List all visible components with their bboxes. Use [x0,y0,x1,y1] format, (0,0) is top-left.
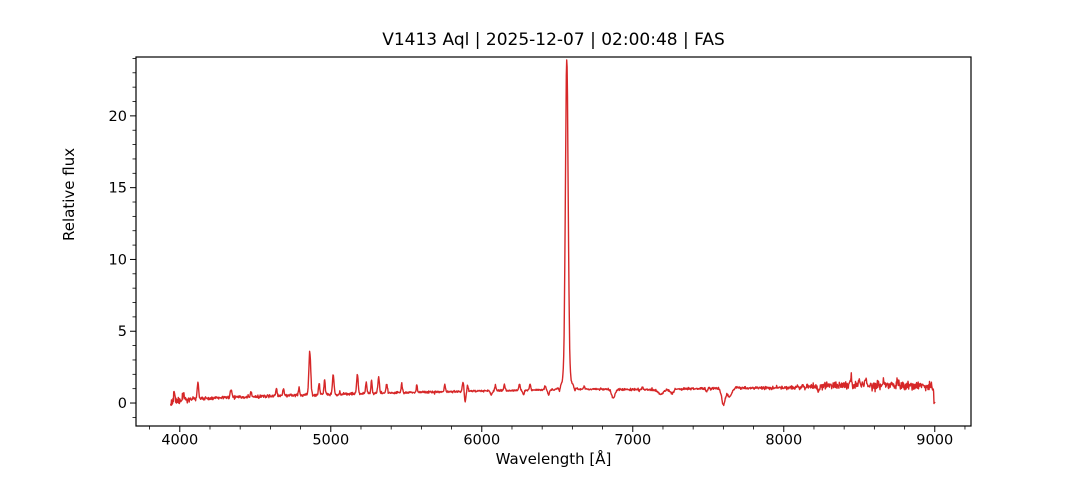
axes-box [135,56,972,427]
x-tick-label: 8000 [765,433,802,449]
y-tick-label: 10 [109,252,127,268]
x-tick-label: 6000 [463,433,500,449]
y-tick-label: 15 [109,181,127,197]
y-tick-label: 5 [118,324,127,340]
y-tick-label: 0 [118,396,127,412]
x-axis-label: Wavelength [Å] [495,450,612,468]
y-tick-label: 20 [109,109,127,125]
x-tick-label: 7000 [614,433,651,449]
x-tick-label: 4000 [161,433,198,449]
x-tick-label: 5000 [312,433,349,449]
chart-title: V1413 Aql | 2025-12-07 | 02:00:48 | FAS [382,30,725,50]
x-tick-label: 9000 [916,433,953,449]
spectrum-line [170,59,936,407]
